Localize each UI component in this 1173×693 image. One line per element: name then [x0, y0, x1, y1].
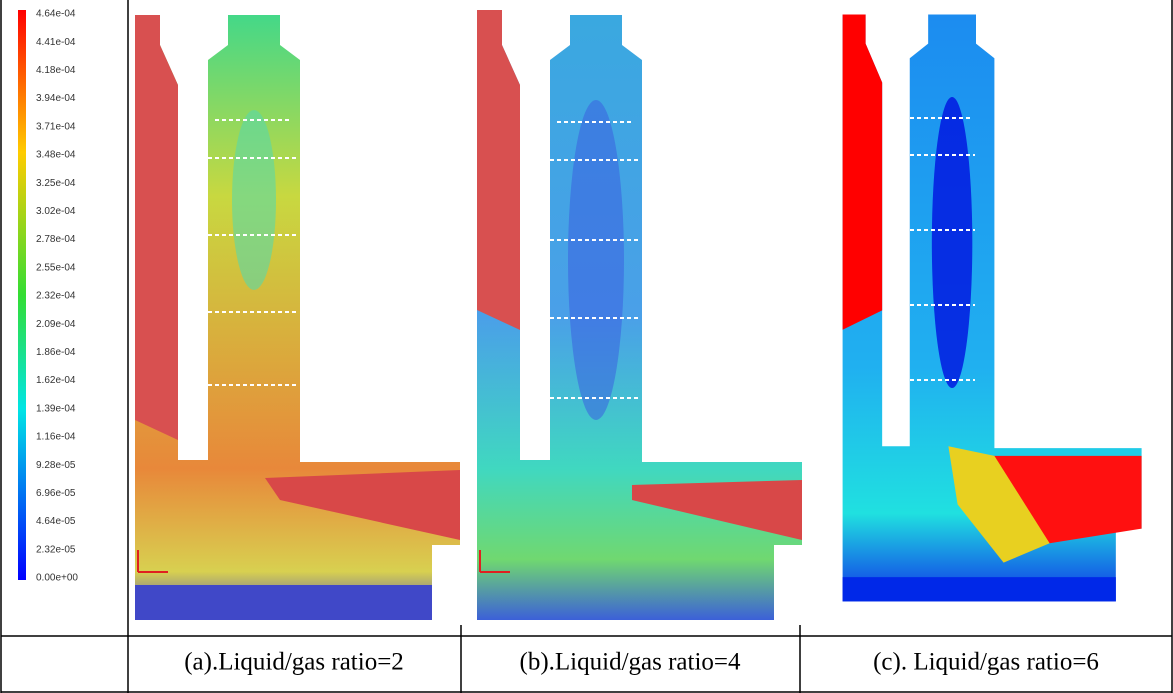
colorbar-label: 1.39e-04 [36, 403, 76, 414]
colorbar-label: 2.78e-04 [36, 234, 76, 245]
colorbar-label: 4.64e-04 [36, 9, 76, 20]
colorbar-label: 3.94e-04 [36, 93, 76, 104]
colorbar-label: 3.71e-04 [36, 121, 76, 132]
colorbar-label: 1.62e-04 [36, 375, 76, 386]
contour-c [843, 15, 1142, 602]
caption: (b).Liquid/gas ratio=4 [520, 649, 741, 676]
colorbar-label: 1.86e-04 [36, 347, 76, 358]
colorbar-label: 9.28e-05 [36, 460, 76, 471]
colorbar-label: 3.48e-04 [36, 150, 76, 161]
colorbar-label: 2.55e-04 [36, 262, 76, 273]
colorbar-label: 4.41e-04 [36, 37, 76, 48]
colorbar-label: 0.00e+00 [36, 573, 78, 584]
colorbar [18, 10, 26, 580]
caption: (c). Liquid/gas ratio=6 [873, 649, 1099, 676]
contour-a [135, 15, 460, 620]
colorbar-label: 6.96e-05 [36, 488, 76, 499]
colorbar-label: 4.18e-04 [36, 65, 76, 76]
colorbar-label: 1.16e-04 [36, 432, 76, 443]
colorbar-label: 3.02e-04 [36, 206, 76, 217]
colorbar-label: 4.64e-05 [36, 516, 76, 527]
colorbar-label: 2.32e-04 [36, 291, 76, 302]
colorbar-label: 3.25e-04 [36, 178, 76, 189]
caption: (a).Liquid/gas ratio=2 [184, 649, 404, 676]
figure: 4.64e-04 4.41e-04 4.18e-04 3.94e-04 3.71e-04… [0, 0, 1173, 693]
contour-b [477, 10, 802, 620]
colorbar-label: 2.32e-05 [36, 544, 76, 555]
colorbar-label: 2.09e-04 [36, 319, 76, 330]
